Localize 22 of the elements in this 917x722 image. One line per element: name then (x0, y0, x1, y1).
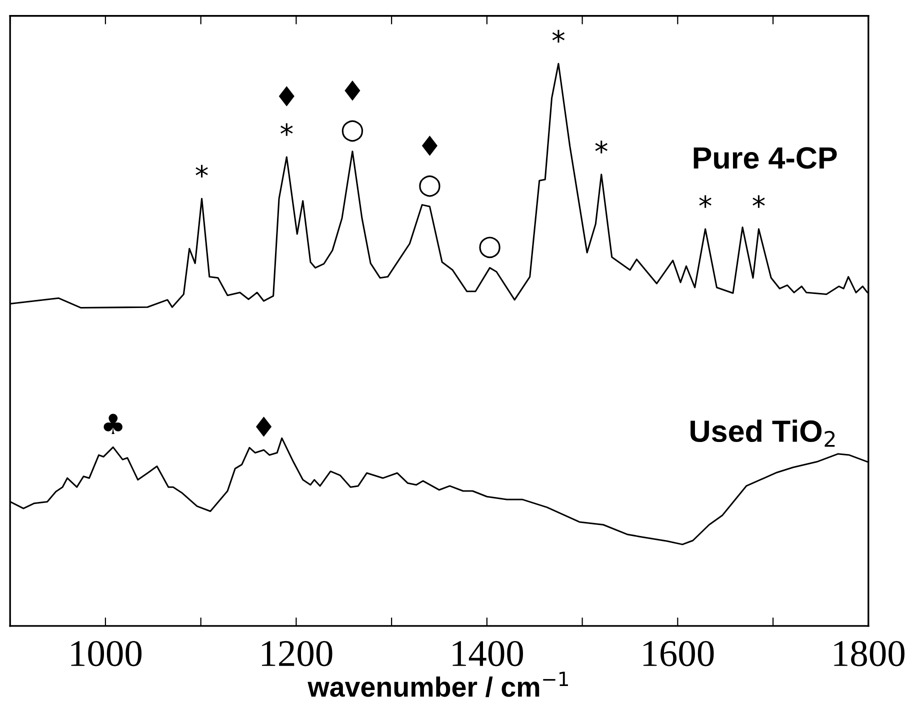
annotation: ♣ (104, 414, 122, 434)
x-tick-label: 1400 (452, 640, 523, 666)
annotation: ♦ (422, 136, 438, 156)
x-tick-label: 1600 (643, 640, 714, 666)
annotation: ○ (342, 120, 364, 142)
x-tick-label: 1000 (71, 640, 142, 666)
annotation: * (752, 195, 765, 208)
annotation: ♦ (256, 416, 272, 437)
text: Pure 4-CP (694, 147, 837, 169)
annotation: ♦ (344, 80, 360, 101)
series-label: Used TiO$_{2}$ (690, 420, 835, 447)
x-tick-label: 1800 (834, 640, 904, 666)
x-tick-label: 1200 (262, 640, 332, 666)
annotation: ♦ (278, 86, 294, 106)
annotation: * (280, 123, 293, 136)
x-axis-title: wavenumber / cm$^{−1}$ (308, 672, 568, 698)
annotation: ○ (479, 236, 500, 258)
annotation: ○ (419, 175, 440, 197)
annotation: * (699, 195, 712, 208)
annotation: * (552, 30, 565, 43)
annotation: * (595, 140, 608, 154)
annotation: * (196, 164, 208, 178)
